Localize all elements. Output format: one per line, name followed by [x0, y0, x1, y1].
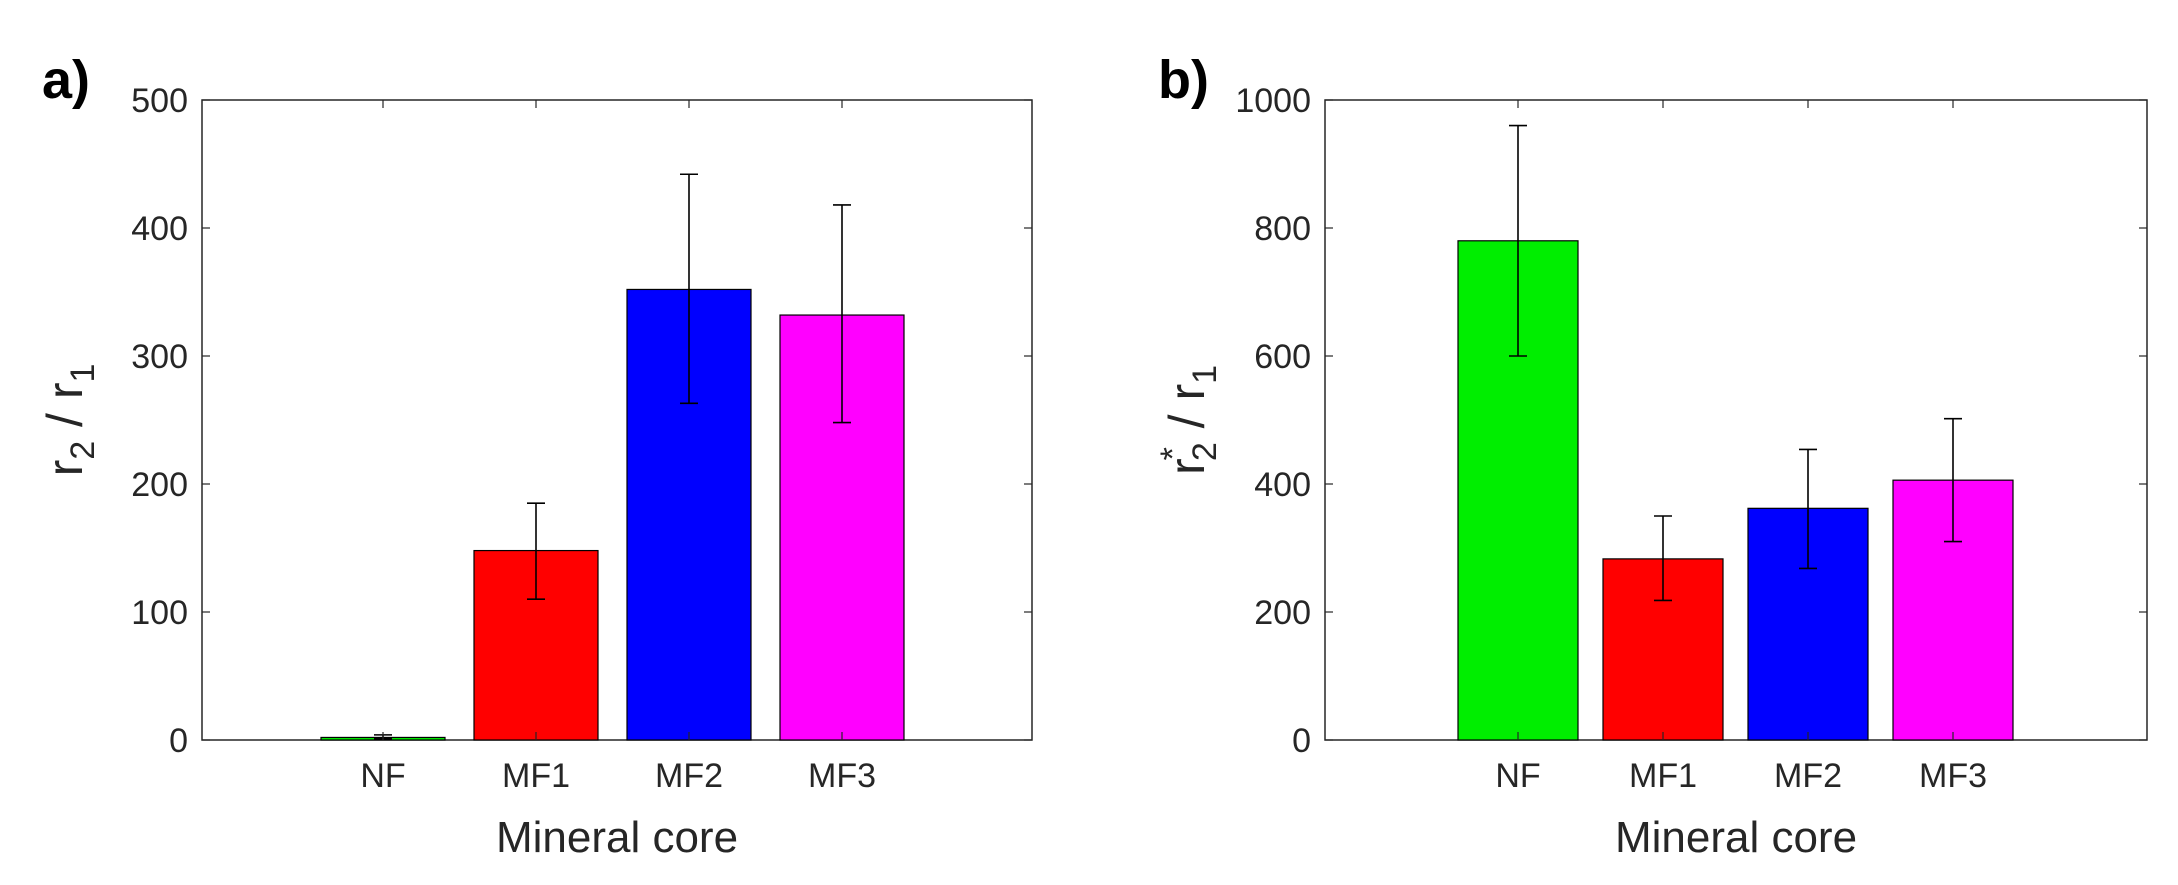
panel-a-xtick-label-mf1: MF1 — [502, 757, 570, 795]
panel-b-ylabel-base: r — [1159, 458, 1215, 475]
panel-b-ytick-label-800: 800 — [1254, 210, 1311, 248]
panel-a-label: a) — [42, 50, 90, 110]
panel-a-ylabel-sub2: 1 — [64, 364, 102, 383]
panel-b: b) 0 200 400 600 800 1000 NF MF1 MF2 MF3 Mineral… — [1154, 50, 2148, 862]
panel-b-ytick-label-0: 0 — [1292, 722, 1311, 760]
panel-a-bars — [320, 173, 905, 741]
panel-a-ylabel-sub: 2 — [64, 441, 102, 460]
panel-b-xtick-label-nf: NF — [1495, 757, 1540, 795]
panel-b-plot-area — [1324, 99, 2148, 741]
panel-a-plot-area — [201, 99, 1033, 741]
panel-a-xticks: NF MF1 MF2 MF3 — [360, 100, 876, 795]
panel-b-ytick-label-200: 200 — [1254, 594, 1311, 632]
panel-a-yticks: 0 100 200 300 400 500 — [131, 82, 1032, 760]
panel-b-ylabel-base2: r — [1159, 384, 1215, 401]
panel-a-ylabel-base2: r — [37, 383, 93, 400]
panel-a-ytick-label-0: 0 — [169, 722, 188, 760]
panel-a-xtick-label-mf3: MF3 — [808, 757, 876, 795]
panel-b-ytick-label-600: 600 — [1254, 338, 1311, 376]
panel-b-ylabel-sub: 2 — [1186, 442, 1224, 461]
panel-b-bars — [1457, 124, 2014, 741]
panel-b-xtick-label-mf1: MF1 — [1629, 757, 1697, 795]
panel-a-ytick-label-100: 100 — [131, 594, 188, 632]
panel-a-ytick-label-300: 300 — [131, 338, 188, 376]
panel-a-ytick-label-400: 400 — [131, 210, 188, 248]
panel-b-ytick-label-1000: 1000 — [1235, 82, 1311, 120]
panel-b-errorbar-mf2 — [1799, 448, 1817, 570]
panel-b-ylabel: r*2 / r1 — [1154, 365, 1224, 475]
panel-a-errorbar-mf3 — [833, 204, 851, 424]
panel-b-xlabel: Mineral core — [1615, 813, 1857, 862]
panel-a-errorbar-mf2 — [680, 173, 698, 405]
panel-a-ytick-label-200: 200 — [131, 466, 188, 504]
panel-a: a) 0 100 200 300 400 500 NF MF1 MF2 MF3 Mineral … — [37, 50, 1033, 862]
panel-b-ylabel-sup: * — [1154, 447, 1192, 460]
panel-b-ylabel-sub2: 1 — [1186, 365, 1224, 384]
panel-b-errorbar-mf1 — [1654, 515, 1672, 602]
panel-b-xtick-label-mf2: MF2 — [1774, 757, 1842, 795]
panel-b-errorbar-mf3 — [1944, 417, 1962, 543]
panel-a-xlabel: Mineral core — [496, 813, 738, 862]
panel-b-xticks: NF MF1 MF2 MF3 — [1495, 100, 1987, 795]
panel-b-yticks: 0 200 400 600 800 1000 — [1235, 82, 2147, 760]
panel-a-ylabel-sep: / — [37, 399, 93, 441]
panel-b-ytick-label-400: 400 — [1254, 466, 1311, 504]
panel-b-errorbar-nf — [1509, 124, 1527, 357]
panel-b-ylabel-sep: / — [1159, 401, 1215, 443]
panel-a-errorbar-mf1 — [527, 502, 545, 601]
panel-b-label: b) — [1158, 50, 1209, 110]
panel-a-xtick-label-mf2: MF2 — [655, 757, 723, 795]
panel-a-ylabel: r2 / r1 — [37, 364, 102, 477]
panel-b-xtick-label-mf3: MF3 — [1919, 757, 1987, 795]
panel-a-ylabel-base: r — [37, 460, 93, 477]
panel-a-xtick-label-nf: NF — [360, 757, 405, 795]
panel-a-ytick-label-500: 500 — [131, 82, 188, 120]
